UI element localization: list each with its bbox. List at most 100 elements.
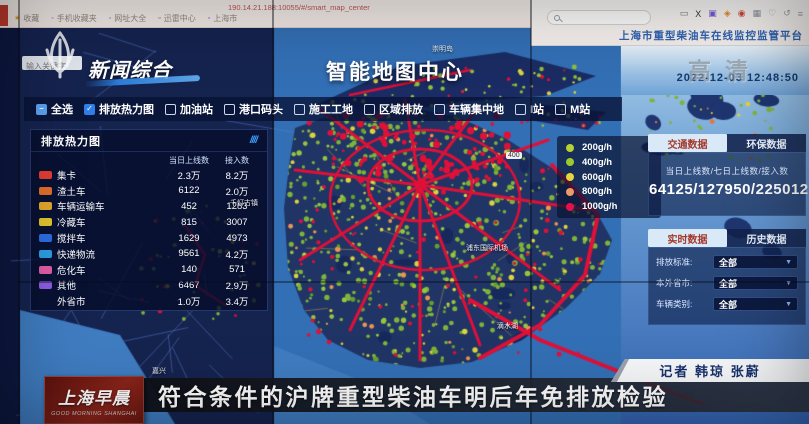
col-registered: 接入数 xyxy=(225,156,249,165)
legend-item: 200g/h xyxy=(566,142,652,153)
filter-label: M站 xyxy=(570,104,591,116)
today-online-value: 452 xyxy=(181,200,197,212)
extension-icons: ▭ X ▣ ◈ ◉ ▦ ♡ ↺ ≡ xyxy=(680,8,803,19)
bookmark-item[interactable]: ★ 收藏 xyxy=(14,13,39,24)
folder-icon: ▫ xyxy=(51,15,54,22)
x-extension-icon[interactable]: X xyxy=(695,8,702,19)
browser-search-box[interactable] xyxy=(547,10,651,25)
bookmark-item[interactable]: ▫ 上海市 xyxy=(208,13,237,24)
today-online-value: 6467 xyxy=(178,279,200,291)
map-place-label: 400 xyxy=(506,152,522,159)
purple-extension-icon[interactable]: ▣ xyxy=(708,8,717,18)
address-url[interactable]: 190.14.21.188:10055/#/smart_map_center xyxy=(228,3,370,12)
legend-item: 1000g/h xyxy=(566,201,652,212)
filter-M站[interactable]: M站 xyxy=(555,101,590,117)
traffic-data-panel: 交通数据 环保数据 当日上线数/七日上线数/接入数 64125/127950/2… xyxy=(648,134,808,216)
bezel-seam xyxy=(18,281,809,283)
legend-item: 600g/h xyxy=(566,172,652,183)
chart-bars-icon[interactable]: //// xyxy=(249,135,258,146)
table-row[interactable]: 车辆运输车 452 1283 xyxy=(39,199,259,215)
chevron-down-icon: ▼ xyxy=(785,258,792,266)
select-本外省市[interactable]: 全部 ▼ xyxy=(713,276,798,290)
filter-label: I站 xyxy=(530,104,545,116)
checkbox-icon xyxy=(224,103,235,115)
select-value: 全部 xyxy=(719,257,738,268)
legend-label: 800g/h xyxy=(582,186,613,198)
site-icon: ▫ xyxy=(207,15,211,22)
select-排放标准[interactable]: 全部 ▼ xyxy=(713,255,798,269)
filter-全选[interactable]: – 全选 xyxy=(36,101,73,117)
filter-label: 排放热力图 xyxy=(99,104,154,116)
channel-name: 新闻综合 xyxy=(88,60,172,82)
filter-排放热力图[interactable]: ✓ 排放热力图 xyxy=(84,101,154,117)
emission-heat-panel: 排放热力图 //// 当日上线数 接入数 集卡 2.3万 8.2万 渣土车 6122 2.… xyxy=(30,129,268,311)
filter-加油站[interactable]: 加油站 xyxy=(165,101,213,117)
reporter-credit: 记者 韩琼 张蔚 xyxy=(611,359,809,382)
table-row[interactable]: 危化车 140 571 xyxy=(39,262,259,278)
today-online-value: 1.0万 xyxy=(177,297,201,309)
bezel-seam xyxy=(272,0,274,424)
bookmark-item[interactable]: ▫ 迅雷中心 xyxy=(158,13,195,24)
legend-item: 800g/h xyxy=(566,186,652,197)
filter-I站[interactable]: I站 xyxy=(515,101,544,117)
chevron-down-icon: ▼ xyxy=(785,300,792,308)
tab-realtime-data[interactable]: 实时数据 xyxy=(648,229,727,247)
tab-history-data[interactable]: 历史数据 xyxy=(727,229,806,247)
truck-icon xyxy=(39,186,52,195)
refresh-icon[interactable]: ↺ xyxy=(783,8,791,18)
select-车辆类别[interactable]: 全部 ▼ xyxy=(713,297,798,311)
favorite-icon[interactable]: ♡ xyxy=(768,8,777,18)
grid-extension-icon[interactable]: ▦ xyxy=(752,8,762,18)
shield-extension-icon[interactable]: ◈ xyxy=(723,8,731,18)
bezel-seam xyxy=(530,0,532,424)
reader-mode-icon[interactable]: ▭ xyxy=(679,8,689,18)
truck-icon xyxy=(39,218,52,227)
table-row[interactable]: 外省市 1.0万 3.4万 xyxy=(39,293,259,309)
heat-panel-title: 排放热力图 xyxy=(41,135,101,148)
table-row[interactable]: 渣土车 6122 2.0万 xyxy=(39,183,259,199)
bezel-seam xyxy=(18,0,20,424)
table-row[interactable]: 集卡 2.3万 8.2万 xyxy=(39,167,259,183)
filter-港口码头[interactable]: 港口码头 xyxy=(224,101,283,117)
tab-environment-data[interactable]: 环保数据 xyxy=(727,134,806,152)
registered-value: 4973 xyxy=(226,232,248,244)
registered-value: 4.2万 xyxy=(225,249,249,261)
today-online-value: 9561 xyxy=(178,248,200,260)
registered-value: 2.9万 xyxy=(225,281,249,293)
vehicle-type: 集卡 xyxy=(57,170,77,182)
truck-icon xyxy=(39,249,52,258)
menu-icon[interactable]: ≡ xyxy=(797,8,803,19)
today-online-value: 1629 xyxy=(178,232,200,244)
realtime-data-panel: 实时数据 历史数据 排放标准: 全部 ▼ 本外省市: 全部 ▼ 车辆类别: 全部 ▼ xyxy=(648,229,806,325)
filter-车辆集中地[interactable]: 车辆集中地 xyxy=(434,101,504,117)
show-name-en: GOOD MORNING SHANGHAI xyxy=(51,410,137,417)
checkbox-icon xyxy=(165,103,176,115)
table-row[interactable]: 其他 6467 2.9万 xyxy=(39,278,259,294)
map-place-label: 千灯古镇 xyxy=(230,200,258,207)
filter-区域排放[interactable]: 区域排放 xyxy=(364,101,423,117)
bookmark-label: 迅雷中心 xyxy=(163,14,196,23)
tab-traffic-data[interactable]: 交通数据 xyxy=(648,134,727,152)
filter-施工工地[interactable]: 施工工地 xyxy=(294,101,353,117)
table-row[interactable]: 快递物流 9561 4.2万 xyxy=(39,246,259,262)
legend-dot-icon xyxy=(566,158,574,167)
legend-dot-icon xyxy=(566,187,574,196)
table-row[interactable]: 冷藏车 815 3007 xyxy=(39,214,259,230)
table-row[interactable]: 搅拌车 1629 4973 xyxy=(39,230,259,246)
vehicle-type: 其他 xyxy=(57,281,77,293)
emission-legend: 200g/h 400g/h 600g/h 800g/h 1000g/h xyxy=(557,136,661,218)
checkbox-icon xyxy=(364,103,375,115)
checkbox-icon: – xyxy=(36,103,47,115)
vehicle-type: 搅拌车 xyxy=(57,234,86,246)
bookmark-item[interactable]: ▫ 手机收藏夹 xyxy=(51,13,96,24)
screen-edge-fragment xyxy=(0,5,8,26)
legend-label: 1000g/h xyxy=(582,201,618,212)
red-extension-icon[interactable]: ◉ xyxy=(737,8,746,18)
bookmark-item[interactable]: ▫ 网址大全 xyxy=(109,13,146,24)
truck-icon xyxy=(39,170,52,179)
filter-label: 车辆集中地 xyxy=(449,104,504,116)
bookmark-label: 网址大全 xyxy=(114,14,147,23)
today-online-value: 140 xyxy=(181,264,197,276)
legend-label: 600g/h xyxy=(582,171,613,183)
select-label: 排放标准: xyxy=(656,257,693,267)
